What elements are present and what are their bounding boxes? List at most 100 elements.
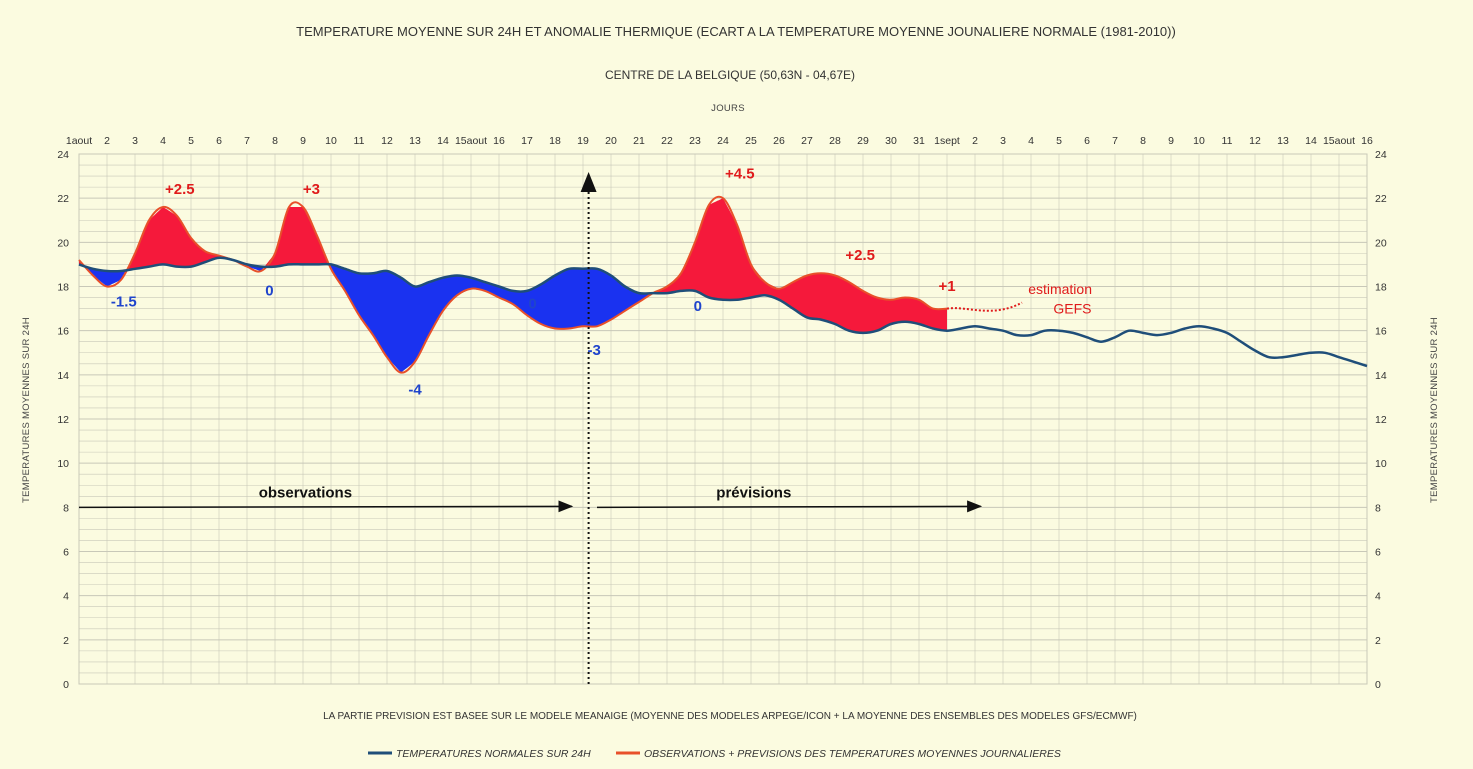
y-tick-label: 14 — [57, 370, 69, 382]
observations-arrow — [78, 500, 574, 513]
anomaly-label: +2.5 — [165, 181, 195, 198]
x-tick-label: 13 — [409, 135, 421, 147]
x-tick-label: 29 — [857, 135, 869, 147]
y-tick-label: 8 — [1375, 502, 1381, 514]
x-tick-label: 9 — [1168, 135, 1174, 147]
y-tick-label: 20 — [57, 237, 69, 249]
y-tick-label: 18 — [1375, 282, 1387, 294]
anomaly-label: 0 — [265, 282, 273, 299]
anomaly-annotations: +2.5 +3 +4.5 +2.5 +1 -1.5 0 -4 0 -3 0 — [111, 165, 956, 398]
x-tick-label: 14 — [437, 135, 449, 147]
y-tick-label: 14 — [1375, 370, 1387, 382]
y-axis-title-left: TEMPERATURES MOYENNES SUR 24H — [21, 317, 32, 503]
x-tick-label: 15aout — [455, 135, 487, 147]
y-tick-label: 22 — [57, 193, 69, 205]
x-tick-label: 7 — [244, 135, 250, 147]
warm-anomaly-area — [126, 207, 233, 271]
anomaly-label: 0 — [528, 296, 536, 313]
chart-title: TEMPERATURE MOYENNE SUR 24H ET ANOMALIE … — [296, 24, 1176, 39]
x-tick-label: 17 — [521, 135, 533, 147]
anomaly-label: -4 — [408, 382, 422, 399]
y-tick-label: 12 — [1375, 414, 1387, 426]
anomaly-fills — [79, 198, 947, 373]
x-tick-label: 3 — [132, 135, 138, 147]
x-tick-label: 2 — [972, 135, 978, 147]
x-tick-label: 19 — [577, 135, 589, 147]
x-tick-label: 10 — [1193, 135, 1205, 147]
series-lines — [78, 195, 1368, 374]
x-tick-label: 2 — [104, 135, 110, 147]
x-tick-label: 20 — [605, 135, 617, 147]
forecast-arrow — [596, 500, 983, 513]
y-tick-label: 12 — [57, 414, 69, 426]
y-tick-label: 6 — [1375, 547, 1381, 559]
estimation-gefs-label: GEFS — [1053, 300, 1091, 316]
y-tick-label: 0 — [1375, 679, 1381, 691]
x-tick-label: 26 — [773, 135, 785, 147]
observations-label: observations — [259, 484, 352, 501]
x-tick-label: 4 — [1028, 135, 1034, 147]
anomaly-label: -3 — [588, 342, 601, 359]
x-tick-label: 31 — [913, 135, 925, 147]
x-tick-label: 11 — [354, 135, 365, 147]
x-tick-label: 23 — [689, 135, 701, 147]
x-tick-labels: 1aout 2 3 4 5 6 7 8 9 10 11 12 13 14 15aout 16 17 18 19 20 2… — [66, 135, 1373, 147]
y-tick-label: 24 — [57, 149, 69, 161]
warm-anomaly-area — [264, 207, 330, 267]
x-tick-label: 16 — [1361, 135, 1373, 147]
x-tick-label: 12 — [1249, 135, 1261, 147]
x-tick-label: 10 — [325, 135, 337, 147]
legend: TEMPERATURES NORMALES SUR 24H OBSERVATIO… — [368, 748, 1061, 760]
x-tick-label: 4 — [160, 135, 166, 147]
anomaly-label: 0 — [694, 298, 702, 315]
x-tick-label: 5 — [188, 135, 194, 147]
x-tick-label: 13 — [1277, 135, 1289, 147]
x-axis-title: JOURS — [711, 103, 745, 114]
y-tick-label: 16 — [1375, 326, 1387, 338]
x-tick-label: 12 — [381, 135, 393, 147]
x-tick-label: 11 — [1222, 135, 1233, 147]
y-tick-label: 20 — [1375, 237, 1387, 249]
legend-label-observed: OBSERVATIONS + PREVISIONS DES TEMPERATUR… — [644, 748, 1061, 760]
x-tick-label: 6 — [216, 135, 222, 147]
x-tick-label: 25 — [745, 135, 757, 147]
anomaly-label: +3 — [303, 181, 320, 198]
anomaly-label: +2.5 — [845, 247, 875, 264]
x-tick-label: 8 — [272, 135, 278, 147]
y-tick-label: 0 — [63, 679, 69, 691]
x-tick-label: 16 — [493, 135, 505, 147]
forecast-label: prévisions — [716, 484, 791, 501]
x-tick-label: 8 — [1140, 135, 1146, 147]
x-tick-label: 14 — [1305, 135, 1317, 147]
x-tick-label: 9 — [300, 135, 306, 147]
y-tick-label: 2 — [1375, 635, 1381, 647]
chart-overlays: observations prévisions estimation GEFS — [78, 172, 1092, 684]
x-tick-label: 1sept — [934, 135, 960, 147]
cold-anomaly-area — [329, 264, 653, 373]
normal-series-line — [78, 256, 1368, 368]
x-tick-label: 28 — [829, 135, 841, 147]
y-tick-label: 2 — [63, 635, 69, 647]
estimation-dotted-line — [946, 301, 1023, 312]
x-tick-label: 24 — [717, 135, 729, 147]
x-tick-label: 18 — [549, 135, 561, 147]
y-tick-label: 4 — [1375, 591, 1381, 603]
y-axis-title-right: TEMPERATURES MOYENNES SUR 24H — [1429, 317, 1440, 503]
y-tick-label: 10 — [57, 458, 69, 470]
x-tick-label: 30 — [885, 135, 897, 147]
anomaly-label: +4.5 — [725, 165, 755, 182]
y-tick-label: 18 — [57, 282, 69, 294]
estimation-label: estimation — [1028, 281, 1092, 297]
x-tick-label: 27 — [801, 135, 813, 147]
y-tick-label: 24 — [1375, 149, 1387, 161]
x-tick-label: 21 — [633, 135, 645, 147]
x-tick-label: 5 — [1056, 135, 1062, 147]
anomaly-label: -1.5 — [111, 293, 137, 310]
x-tick-label: 3 — [1000, 135, 1006, 147]
x-tick-label: 7 — [1112, 135, 1118, 147]
legend-label-normal: TEMPERATURES NORMALES SUR 24H — [396, 748, 591, 760]
